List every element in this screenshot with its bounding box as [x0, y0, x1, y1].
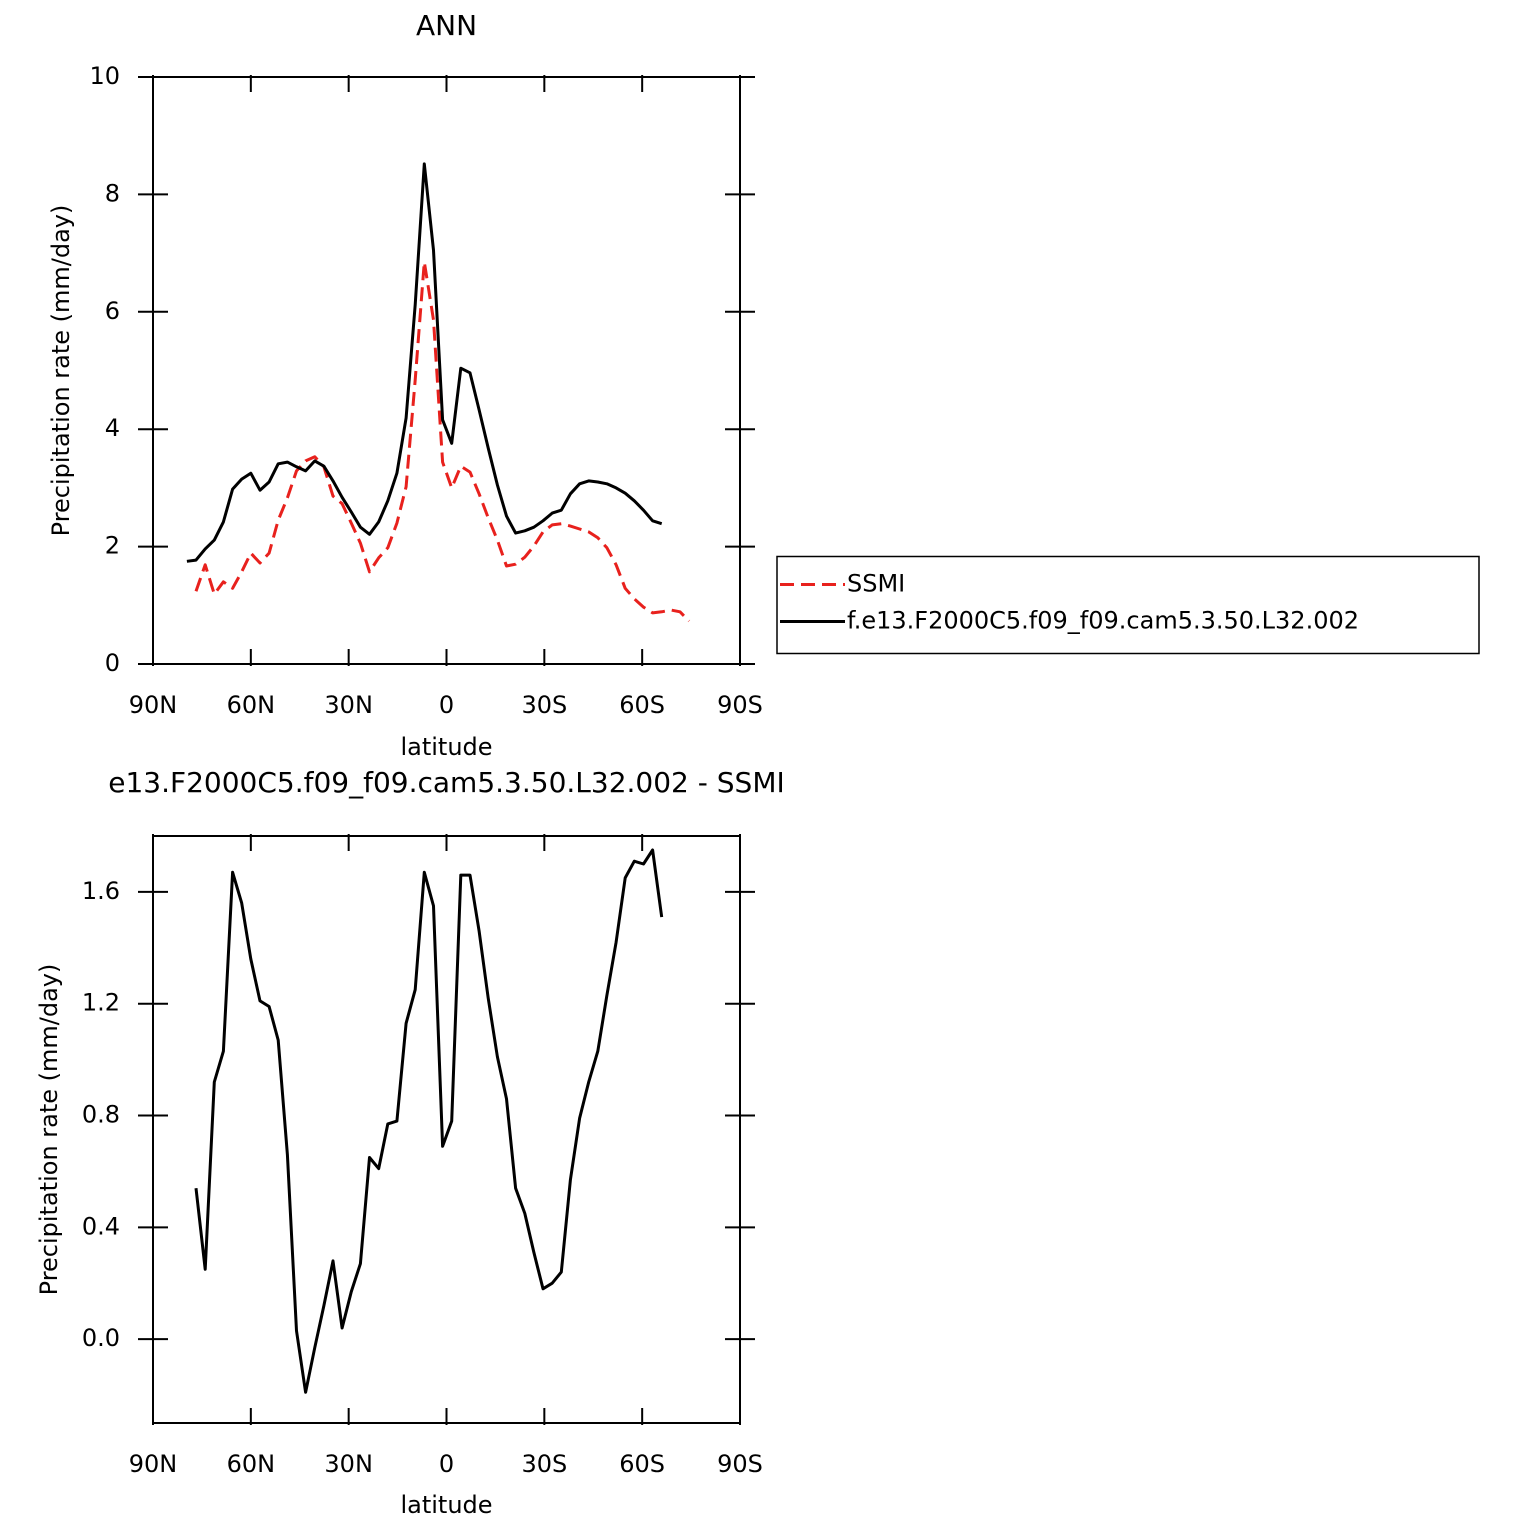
x-tick-label: 60S	[619, 691, 665, 719]
y-tick-label: 4	[105, 414, 120, 442]
y-axis-label: Precipitation rate (mm/day)	[47, 205, 75, 537]
plot-frame	[152, 76, 741, 665]
chart-title: e13.F2000C5.f09_f09.cam5.3.50.L32.002 - …	[108, 766, 784, 799]
y-tick-label: 1.2	[82, 989, 120, 1017]
y-tick-label: 1.6	[82, 877, 120, 905]
data-line	[194, 260, 691, 623]
x-tick-label: 30S	[521, 691, 567, 719]
y-axis-label: Precipitation rate (mm/day)	[35, 964, 63, 1296]
legend-label: SSMI	[847, 570, 905, 598]
y-tick-label: 0.0	[82, 1324, 120, 1352]
x-tick-label: 90N	[129, 691, 178, 719]
x-tick-label: 30N	[324, 1450, 373, 1478]
plot-frame	[152, 835, 741, 1424]
x-tick-label: 60S	[619, 1450, 665, 1478]
x-tick-label: 30N	[324, 691, 373, 719]
x-axis-label: latitude	[400, 733, 492, 761]
x-axis-label: latitude	[400, 1491, 492, 1519]
x-tick-label: 30S	[521, 1450, 567, 1478]
x-tick-label: 0	[439, 691, 454, 719]
legend-label: f.e13.F2000C5.f09_f09.cam5.3.50.L32.002	[847, 607, 1359, 635]
x-tick-label: 0	[439, 1450, 454, 1478]
x-tick-label: 60N	[227, 691, 276, 719]
x-tick-label: 60N	[227, 1450, 276, 1478]
x-tick-label: 90N	[129, 1450, 178, 1478]
chart-title: ANN	[416, 9, 477, 42]
y-tick-label: 6	[105, 297, 120, 325]
y-tick-label: 0	[105, 649, 120, 677]
y-tick-label: 0.8	[82, 1101, 120, 1129]
x-tick-label: 90S	[717, 1450, 763, 1478]
y-tick-label: 10	[89, 62, 120, 90]
data-line	[186, 162, 663, 563]
data-line	[194, 848, 664, 1394]
y-tick-label: 0.4	[82, 1212, 120, 1240]
legend-box	[776, 555, 1480, 655]
y-tick-label: 2	[105, 532, 120, 560]
x-tick-label: 90S	[717, 691, 763, 719]
y-tick-label: 8	[105, 179, 120, 207]
